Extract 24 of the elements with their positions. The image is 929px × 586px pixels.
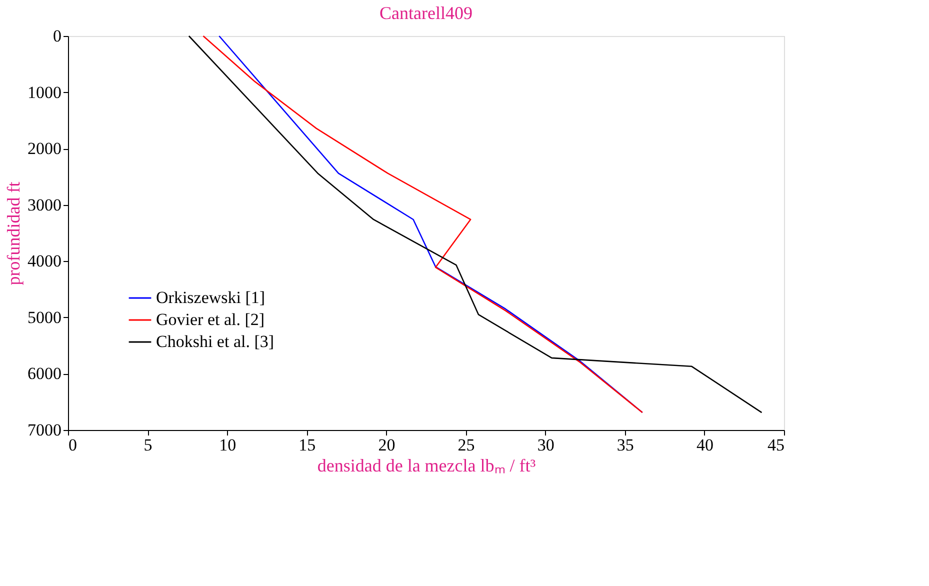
y-tick-label: 5000 bbox=[28, 308, 62, 327]
y-tick-label: 4000 bbox=[28, 252, 62, 271]
legend-label: Orkiszewski [1] bbox=[156, 288, 266, 307]
x-tick-label: 40 bbox=[696, 436, 714, 454]
x-tick-label: 0 bbox=[68, 436, 77, 454]
x-tick-label: 10 bbox=[219, 436, 236, 454]
y-tick-label: 1000 bbox=[28, 82, 62, 102]
y-axis-title: profundidad ft bbox=[4, 182, 24, 286]
y-tick-label: 7000 bbox=[28, 420, 62, 440]
x-tick-label: 5 bbox=[144, 436, 152, 454]
y-tick-label: 0 bbox=[53, 26, 62, 46]
x-tick-label: 35 bbox=[616, 436, 634, 454]
y-tick-label: 2000 bbox=[28, 139, 62, 158]
x-tick-label: 25 bbox=[458, 436, 475, 454]
legend-label: Govier et al. [2] bbox=[156, 310, 265, 329]
x-tick-label: 30 bbox=[537, 436, 554, 454]
x-tick-label: 15 bbox=[298, 436, 316, 454]
x-tick-label: 20 bbox=[378, 436, 396, 454]
x-tick-label: 45 bbox=[768, 436, 784, 454]
chart-title: Cantarell409 bbox=[380, 3, 472, 23]
y-tick-label: 3000 bbox=[28, 195, 62, 214]
x-axis-title: densidad de la mezcla lbₘ / ft³ bbox=[317, 456, 536, 476]
legend-label: Chokshi et al. [3] bbox=[156, 332, 274, 351]
y-tick-label: 6000 bbox=[28, 364, 62, 384]
